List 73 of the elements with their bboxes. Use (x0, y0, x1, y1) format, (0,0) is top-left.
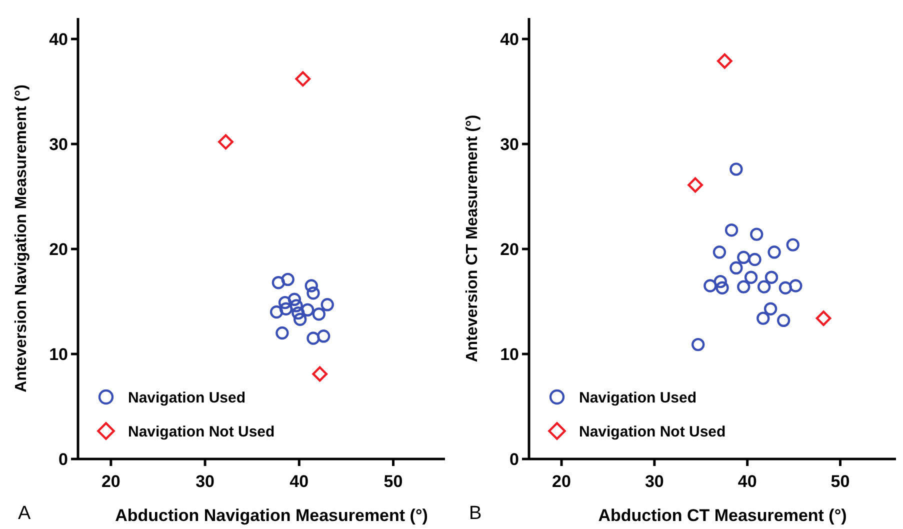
x-tick-label: 20 (552, 472, 571, 491)
point (744, 270, 758, 284)
x-tick-label: 30 (644, 472, 664, 491)
y-tick-label: 30 (500, 134, 519, 154)
point (288, 292, 302, 306)
point (712, 246, 726, 259)
legend-label: Navigation Used (128, 389, 246, 406)
point (692, 338, 705, 352)
x-axis-title: Abduction Navigation Measurement (°) (115, 506, 428, 525)
text: A (18, 503, 31, 524)
point (716, 281, 729, 294)
point (748, 252, 762, 266)
x-tick-label: 20 (101, 472, 120, 491)
point (716, 53, 732, 69)
point (750, 228, 764, 241)
y-axis-title: Anteversion Navigation Measurement (°) (13, 84, 30, 392)
x-tick-label: 50 (384, 472, 403, 491)
point (279, 302, 293, 316)
point (278, 296, 292, 310)
point (304, 279, 318, 292)
point (778, 281, 792, 294)
point (776, 314, 790, 327)
point (270, 305, 284, 319)
point (306, 286, 320, 300)
legend-label: Navigation Not Used (579, 423, 726, 440)
point (789, 279, 802, 292)
point (730, 162, 743, 176)
legend-label: Navigation Not Used (128, 423, 275, 440)
point (714, 274, 727, 288)
y-tick-label: 10 (49, 344, 68, 364)
y-tick-label: 0 (58, 450, 68, 469)
point (730, 261, 743, 274)
text: B (469, 503, 482, 524)
y-tick-label: 10 (500, 344, 519, 364)
point (764, 270, 778, 284)
point (301, 303, 314, 316)
point (312, 308, 326, 321)
point (704, 279, 717, 292)
y-tick-label: 0 (510, 450, 519, 469)
point (737, 280, 750, 294)
point (295, 71, 311, 87)
point (786, 238, 800, 252)
y-tick-label: 20 (500, 240, 519, 259)
point (688, 177, 704, 193)
point (293, 312, 307, 326)
point (764, 302, 778, 316)
point (768, 246, 781, 259)
point (290, 299, 303, 312)
point (756, 312, 770, 325)
point (320, 298, 334, 312)
x-tick-label: 40 (738, 472, 757, 491)
point (312, 366, 328, 382)
point (757, 280, 771, 294)
y-tick-label: 40 (49, 30, 68, 49)
y-tick-label: 30 (49, 134, 68, 154)
point (737, 250, 750, 264)
point (816, 310, 832, 326)
x-tick-label: 40 (290, 472, 309, 491)
x-tick-label: 30 (196, 472, 214, 491)
point (292, 306, 305, 320)
point (306, 332, 320, 345)
point (272, 276, 286, 290)
point (281, 272, 294, 286)
point (218, 134, 234, 150)
x-axis-title: Abduction CT Measurement (°) (598, 506, 847, 525)
y-tick-label: 40 (500, 30, 519, 49)
point (317, 330, 330, 343)
point (276, 326, 289, 340)
y-axis-title: Anteversion CT Measurement (°) (464, 114, 481, 362)
y-tick-label: 20 (49, 240, 68, 259)
point (724, 224, 738, 237)
legend-label: Navigation Used (579, 389, 697, 406)
x-tick-label: 50 (830, 472, 850, 491)
